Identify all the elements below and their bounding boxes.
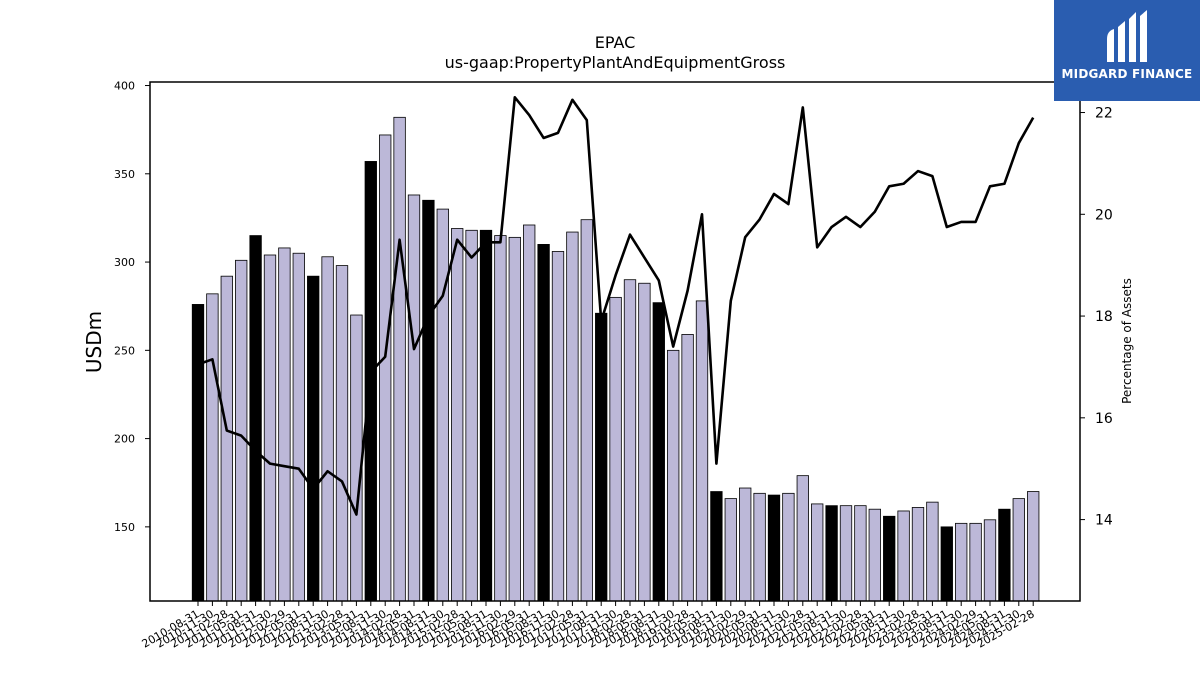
bar — [551, 251, 565, 602]
bar — [739, 487, 752, 602]
bar — [220, 275, 233, 602]
bar — [249, 235, 262, 602]
y-right-tick-label: 20 — [1095, 207, 1113, 223]
bar — [595, 312, 608, 602]
y-tick-label: 150 — [114, 521, 135, 534]
bar — [263, 254, 277, 602]
bar — [523, 224, 536, 602]
bar — [911, 507, 925, 602]
bar — [724, 498, 737, 602]
y-axis-right-label: Percentage of Assets — [1120, 278, 1134, 404]
bar — [638, 282, 651, 602]
bar — [767, 494, 781, 602]
bar — [1027, 491, 1040, 602]
bar — [508, 236, 521, 602]
bar — [955, 522, 968, 602]
x-axis: 2010-08-312010-11-302011-02-282011-05-31… — [140, 601, 1037, 651]
bar — [796, 475, 809, 602]
bar — [292, 252, 305, 602]
bar — [451, 228, 464, 602]
line-series-path — [197, 95, 1035, 516]
bar — [609, 296, 622, 602]
bar — [854, 505, 867, 602]
bar — [883, 515, 896, 602]
bar — [998, 508, 1011, 602]
bar — [235, 259, 248, 602]
bar — [825, 505, 838, 602]
bar — [379, 134, 392, 602]
y-tick-label: 400 — [114, 80, 135, 93]
bar — [307, 275, 320, 602]
y-axis-right: 14 16 18 20 22 — [1080, 106, 1113, 529]
midgard-logo-icon — [1107, 10, 1147, 62]
bar — [811, 503, 824, 602]
bar — [940, 526, 953, 602]
bar — [681, 334, 694, 602]
bar — [623, 279, 637, 602]
bar — [969, 522, 982, 602]
y-right-tick-label: 16 — [1095, 411, 1113, 427]
bar — [753, 492, 766, 602]
bar — [436, 208, 449, 602]
bar — [494, 235, 507, 602]
bar — [278, 247, 291, 602]
bar — [652, 302, 665, 602]
bar — [407, 194, 421, 602]
y-tick-label: 300 — [114, 256, 135, 269]
bar — [335, 265, 349, 602]
bar — [393, 116, 406, 602]
bar — [1012, 498, 1025, 602]
bar — [537, 244, 550, 602]
y-right-tick-label: 22 — [1095, 106, 1113, 122]
plot-frame — [149, 81, 1081, 602]
y-right-tick-label: 14 — [1095, 513, 1113, 529]
bar — [321, 256, 334, 602]
bar — [897, 510, 910, 602]
bar — [580, 219, 593, 602]
bar — [465, 229, 478, 602]
bar — [926, 501, 939, 602]
bar — [206, 293, 219, 602]
bar — [983, 519, 997, 602]
chart-title: EPAC — [595, 33, 636, 52]
y-axis-left: 150 200 250 300 350 400 — [114, 80, 150, 534]
bar — [839, 505, 853, 602]
brand-logo: MIDGARD FINANCE — [1054, 0, 1200, 101]
bar — [479, 229, 493, 602]
bar-series — [191, 116, 1040, 602]
bar — [868, 508, 881, 602]
bar — [667, 349, 680, 602]
bar — [191, 304, 205, 602]
y-tick-label: 200 — [114, 433, 135, 446]
bar — [350, 314, 363, 602]
brand-logo-text: MIDGARD FINANCE — [1061, 67, 1193, 81]
y-right-tick-label: 18 — [1095, 309, 1113, 325]
bar — [710, 491, 723, 602]
bar — [422, 199, 435, 602]
y-tick-label: 350 — [114, 168, 135, 181]
y-tick-label: 250 — [114, 344, 135, 357]
bar — [695, 300, 709, 602]
bar — [566, 231, 579, 602]
chart-subtitle: us-gaap:PropertyPlantAndEquipmentGross — [445, 53, 786, 72]
line-series — [197, 95, 1035, 516]
bar — [782, 492, 795, 602]
y-axis-label: USDm — [82, 311, 106, 373]
